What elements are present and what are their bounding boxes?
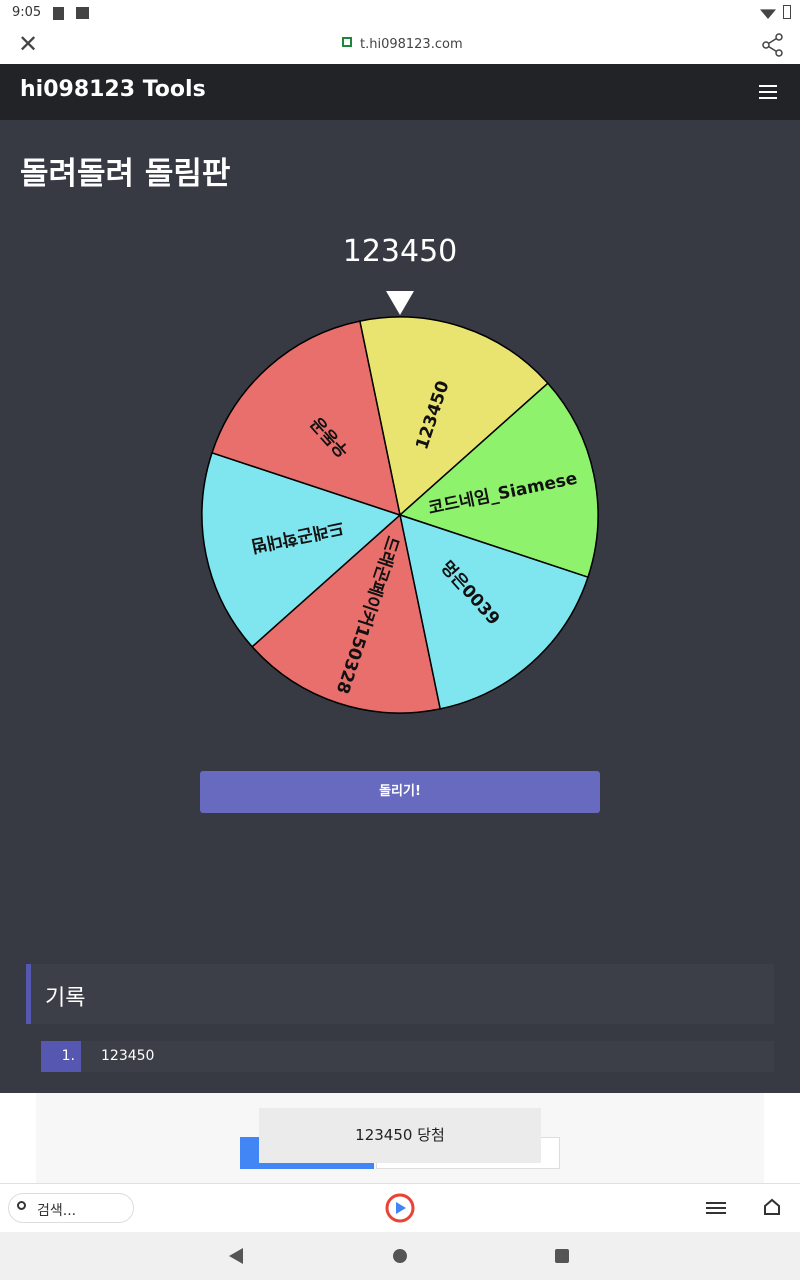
- wheel-segment: [358, 316, 549, 517]
- close-button[interactable]: ✕: [18, 30, 39, 58]
- back-button[interactable]: [228, 1248, 244, 1264]
- history-row: 1. 123450: [41, 1041, 774, 1072]
- notif-icon: [53, 7, 64, 20]
- home-button[interactable]: [763, 1198, 781, 1216]
- brand[interactable]: hi098123 Tools: [20, 77, 206, 102]
- wheel-segment: [211, 320, 401, 517]
- status-bar: 9:05: [0, 0, 800, 28]
- search-icon: [17, 1201, 26, 1210]
- history-title: 기록: [45, 986, 86, 1011]
- time: 9:05: [12, 5, 42, 20]
- wheel-segment: [399, 513, 589, 710]
- recents-button[interactable]: [554, 1248, 570, 1264]
- toast: 123450 당첨: [259, 1108, 541, 1163]
- history-value: 123450: [101, 1048, 155, 1064]
- navbar: hi098123 Tools: [0, 64, 800, 120]
- search-placeholder: 검색...: [37, 1203, 77, 1219]
- spin-button[interactable]: 돌리기!: [200, 771, 600, 813]
- battery-icon: [783, 5, 791, 19]
- wheel-segment: [201, 451, 402, 648]
- pointer: [386, 291, 414, 315]
- menu-button[interactable]: [759, 84, 777, 100]
- history-header: 기록: [26, 964, 774, 1024]
- history-index: 1.: [41, 1041, 81, 1072]
- image-icon: [76, 7, 89, 19]
- ad-area: 123450 당첨: [0, 1093, 800, 1183]
- home-nav-button[interactable]: [392, 1248, 408, 1264]
- wheel-segment: [398, 382, 599, 579]
- play-logo[interactable]: [385, 1193, 415, 1223]
- lock-icon: [342, 37, 352, 47]
- url-bar: ✕ t.hi098123.com: [0, 28, 800, 64]
- wifi-icon: [760, 9, 776, 19]
- wheel: 123450코드네임_Siamese멍은0039드래곤페이커150328드래곤학…: [201, 291, 599, 714]
- wheel-segment: [251, 513, 442, 714]
- result: 123450: [342, 234, 458, 269]
- system-nav: [0, 1232, 800, 1280]
- bottom-bar: 검색...: [0, 1183, 800, 1232]
- share-button[interactable]: [762, 33, 784, 57]
- page-title: 돌려돌려 돌림판: [20, 156, 231, 192]
- search-box[interactable]: 검색...: [8, 1193, 134, 1223]
- url[interactable]: t.hi098123.com: [360, 37, 463, 52]
- list-button[interactable]: [706, 1201, 726, 1215]
